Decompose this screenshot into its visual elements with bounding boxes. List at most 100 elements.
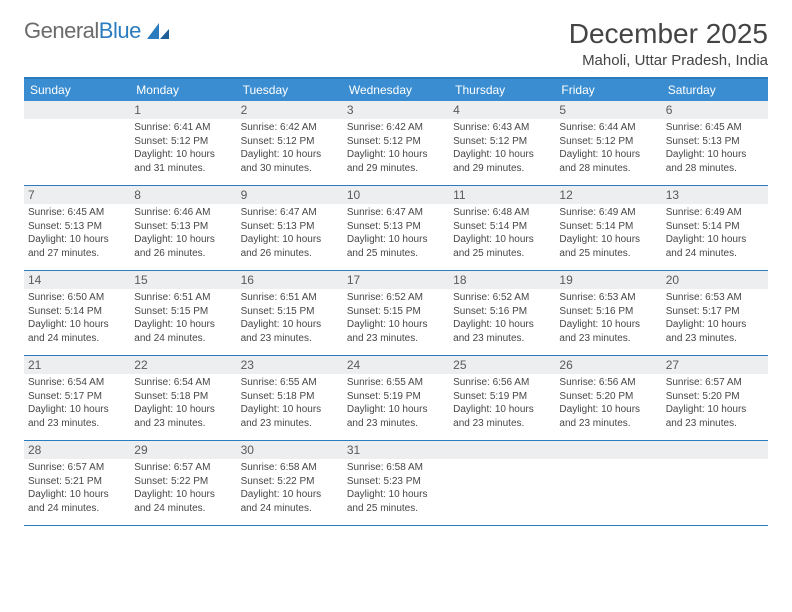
day-info: Sunrise: 6:55 AMSunset: 5:18 PMDaylight:…	[237, 374, 343, 434]
calendar-day: 10Sunrise: 6:47 AMSunset: 5:13 PMDayligh…	[343, 186, 449, 270]
brand-sail-icon	[145, 21, 171, 41]
day-info: Sunrise: 6:48 AMSunset: 5:14 PMDaylight:…	[449, 204, 555, 264]
day-number	[662, 441, 768, 459]
day-number: 6	[662, 101, 768, 119]
day-number: 20	[662, 271, 768, 289]
day-number	[24, 101, 130, 119]
day-info: Sunrise: 6:52 AMSunset: 5:15 PMDaylight:…	[343, 289, 449, 349]
brand-part2: Blue	[99, 18, 141, 43]
day-number: 31	[343, 441, 449, 459]
day-number: 1	[130, 101, 236, 119]
day-info: Sunrise: 6:49 AMSunset: 5:14 PMDaylight:…	[662, 204, 768, 264]
day-info: Sunrise: 6:49 AMSunset: 5:14 PMDaylight:…	[555, 204, 661, 264]
day-info: Sunrise: 6:58 AMSunset: 5:22 PMDaylight:…	[237, 459, 343, 519]
weekday-label: Sunday	[24, 79, 130, 101]
day-number: 29	[130, 441, 236, 459]
calendar-day	[662, 441, 768, 525]
day-number: 11	[449, 186, 555, 204]
day-info: Sunrise: 6:47 AMSunset: 5:13 PMDaylight:…	[343, 204, 449, 264]
day-number: 23	[237, 356, 343, 374]
day-number: 30	[237, 441, 343, 459]
day-info: Sunrise: 6:46 AMSunset: 5:13 PMDaylight:…	[130, 204, 236, 264]
day-info: Sunrise: 6:57 AMSunset: 5:21 PMDaylight:…	[24, 459, 130, 519]
location-label: Maholi, Uttar Pradesh, India	[569, 52, 768, 69]
day-info: Sunrise: 6:51 AMSunset: 5:15 PMDaylight:…	[237, 289, 343, 349]
weekday-label: Thursday	[449, 79, 555, 101]
day-number: 19	[555, 271, 661, 289]
weekday-header: SundayMondayTuesdayWednesdayThursdayFrid…	[24, 79, 768, 101]
day-number	[449, 441, 555, 459]
day-number: 5	[555, 101, 661, 119]
calendar-day: 28Sunrise: 6:57 AMSunset: 5:21 PMDayligh…	[24, 441, 130, 525]
calendar-day: 30Sunrise: 6:58 AMSunset: 5:22 PMDayligh…	[237, 441, 343, 525]
day-number: 24	[343, 356, 449, 374]
day-info: Sunrise: 6:47 AMSunset: 5:13 PMDaylight:…	[237, 204, 343, 264]
calendar-day: 19Sunrise: 6:53 AMSunset: 5:16 PMDayligh…	[555, 271, 661, 355]
day-info: Sunrise: 6:45 AMSunset: 5:13 PMDaylight:…	[24, 204, 130, 264]
weekday-label: Friday	[555, 79, 661, 101]
calendar-day: 15Sunrise: 6:51 AMSunset: 5:15 PMDayligh…	[130, 271, 236, 355]
day-number: 25	[449, 356, 555, 374]
day-info: Sunrise: 6:42 AMSunset: 5:12 PMDaylight:…	[343, 119, 449, 179]
weekday-label: Wednesday	[343, 79, 449, 101]
day-number: 4	[449, 101, 555, 119]
day-number: 21	[24, 356, 130, 374]
day-info: Sunrise: 6:57 AMSunset: 5:20 PMDaylight:…	[662, 374, 768, 434]
day-number: 14	[24, 271, 130, 289]
calendar-day: 25Sunrise: 6:56 AMSunset: 5:19 PMDayligh…	[449, 356, 555, 440]
brand-logo: GeneralBlue	[24, 18, 171, 44]
calendar-day: 27Sunrise: 6:57 AMSunset: 5:20 PMDayligh…	[662, 356, 768, 440]
weekday-label: Monday	[130, 79, 236, 101]
day-info: Sunrise: 6:58 AMSunset: 5:23 PMDaylight:…	[343, 459, 449, 519]
calendar-day: 4Sunrise: 6:43 AMSunset: 5:12 PMDaylight…	[449, 101, 555, 185]
day-number	[555, 441, 661, 459]
day-info: Sunrise: 6:55 AMSunset: 5:19 PMDaylight:…	[343, 374, 449, 434]
calendar-week: 21Sunrise: 6:54 AMSunset: 5:17 PMDayligh…	[24, 356, 768, 441]
calendar-day: 13Sunrise: 6:49 AMSunset: 5:14 PMDayligh…	[662, 186, 768, 270]
calendar-day: 6Sunrise: 6:45 AMSunset: 5:13 PMDaylight…	[662, 101, 768, 185]
day-info: Sunrise: 6:53 AMSunset: 5:17 PMDaylight:…	[662, 289, 768, 349]
day-info: Sunrise: 6:51 AMSunset: 5:15 PMDaylight:…	[130, 289, 236, 349]
calendar-day: 17Sunrise: 6:52 AMSunset: 5:15 PMDayligh…	[343, 271, 449, 355]
calendar-day: 14Sunrise: 6:50 AMSunset: 5:14 PMDayligh…	[24, 271, 130, 355]
brand-text: GeneralBlue	[24, 18, 141, 44]
calendar-day: 8Sunrise: 6:46 AMSunset: 5:13 PMDaylight…	[130, 186, 236, 270]
calendar-day: 5Sunrise: 6:44 AMSunset: 5:12 PMDaylight…	[555, 101, 661, 185]
calendar-week: 28Sunrise: 6:57 AMSunset: 5:21 PMDayligh…	[24, 441, 768, 526]
calendar-day: 7Sunrise: 6:45 AMSunset: 5:13 PMDaylight…	[24, 186, 130, 270]
day-info: Sunrise: 6:44 AMSunset: 5:12 PMDaylight:…	[555, 119, 661, 179]
weekday-label: Tuesday	[237, 79, 343, 101]
day-number: 13	[662, 186, 768, 204]
calendar-body: 1Sunrise: 6:41 AMSunset: 5:12 PMDaylight…	[24, 101, 768, 526]
calendar-day: 24Sunrise: 6:55 AMSunset: 5:19 PMDayligh…	[343, 356, 449, 440]
calendar-week: 14Sunrise: 6:50 AMSunset: 5:14 PMDayligh…	[24, 271, 768, 356]
calendar-day: 26Sunrise: 6:56 AMSunset: 5:20 PMDayligh…	[555, 356, 661, 440]
calendar-day	[24, 101, 130, 185]
calendar-day: 18Sunrise: 6:52 AMSunset: 5:16 PMDayligh…	[449, 271, 555, 355]
calendar: SundayMondayTuesdayWednesdayThursdayFrid…	[24, 77, 768, 526]
calendar-day: 12Sunrise: 6:49 AMSunset: 5:14 PMDayligh…	[555, 186, 661, 270]
calendar-day	[449, 441, 555, 525]
day-info: Sunrise: 6:41 AMSunset: 5:12 PMDaylight:…	[130, 119, 236, 179]
day-info: Sunrise: 6:54 AMSunset: 5:17 PMDaylight:…	[24, 374, 130, 434]
calendar-day: 29Sunrise: 6:57 AMSunset: 5:22 PMDayligh…	[130, 441, 236, 525]
calendar-day: 11Sunrise: 6:48 AMSunset: 5:14 PMDayligh…	[449, 186, 555, 270]
day-info: Sunrise: 6:57 AMSunset: 5:22 PMDaylight:…	[130, 459, 236, 519]
day-number: 28	[24, 441, 130, 459]
day-number: 16	[237, 271, 343, 289]
header: GeneralBlue December 2025 Maholi, Uttar …	[24, 18, 768, 69]
day-number: 9	[237, 186, 343, 204]
day-info: Sunrise: 6:52 AMSunset: 5:16 PMDaylight:…	[449, 289, 555, 349]
day-info: Sunrise: 6:54 AMSunset: 5:18 PMDaylight:…	[130, 374, 236, 434]
day-number: 2	[237, 101, 343, 119]
day-info: Sunrise: 6:42 AMSunset: 5:12 PMDaylight:…	[237, 119, 343, 179]
day-number: 12	[555, 186, 661, 204]
calendar-week: 1Sunrise: 6:41 AMSunset: 5:12 PMDaylight…	[24, 101, 768, 186]
calendar-day: 2Sunrise: 6:42 AMSunset: 5:12 PMDaylight…	[237, 101, 343, 185]
calendar-day: 20Sunrise: 6:53 AMSunset: 5:17 PMDayligh…	[662, 271, 768, 355]
day-number: 15	[130, 271, 236, 289]
day-number: 22	[130, 356, 236, 374]
calendar-day: 16Sunrise: 6:51 AMSunset: 5:15 PMDayligh…	[237, 271, 343, 355]
brand-part1: General	[24, 18, 99, 43]
calendar-day: 21Sunrise: 6:54 AMSunset: 5:17 PMDayligh…	[24, 356, 130, 440]
